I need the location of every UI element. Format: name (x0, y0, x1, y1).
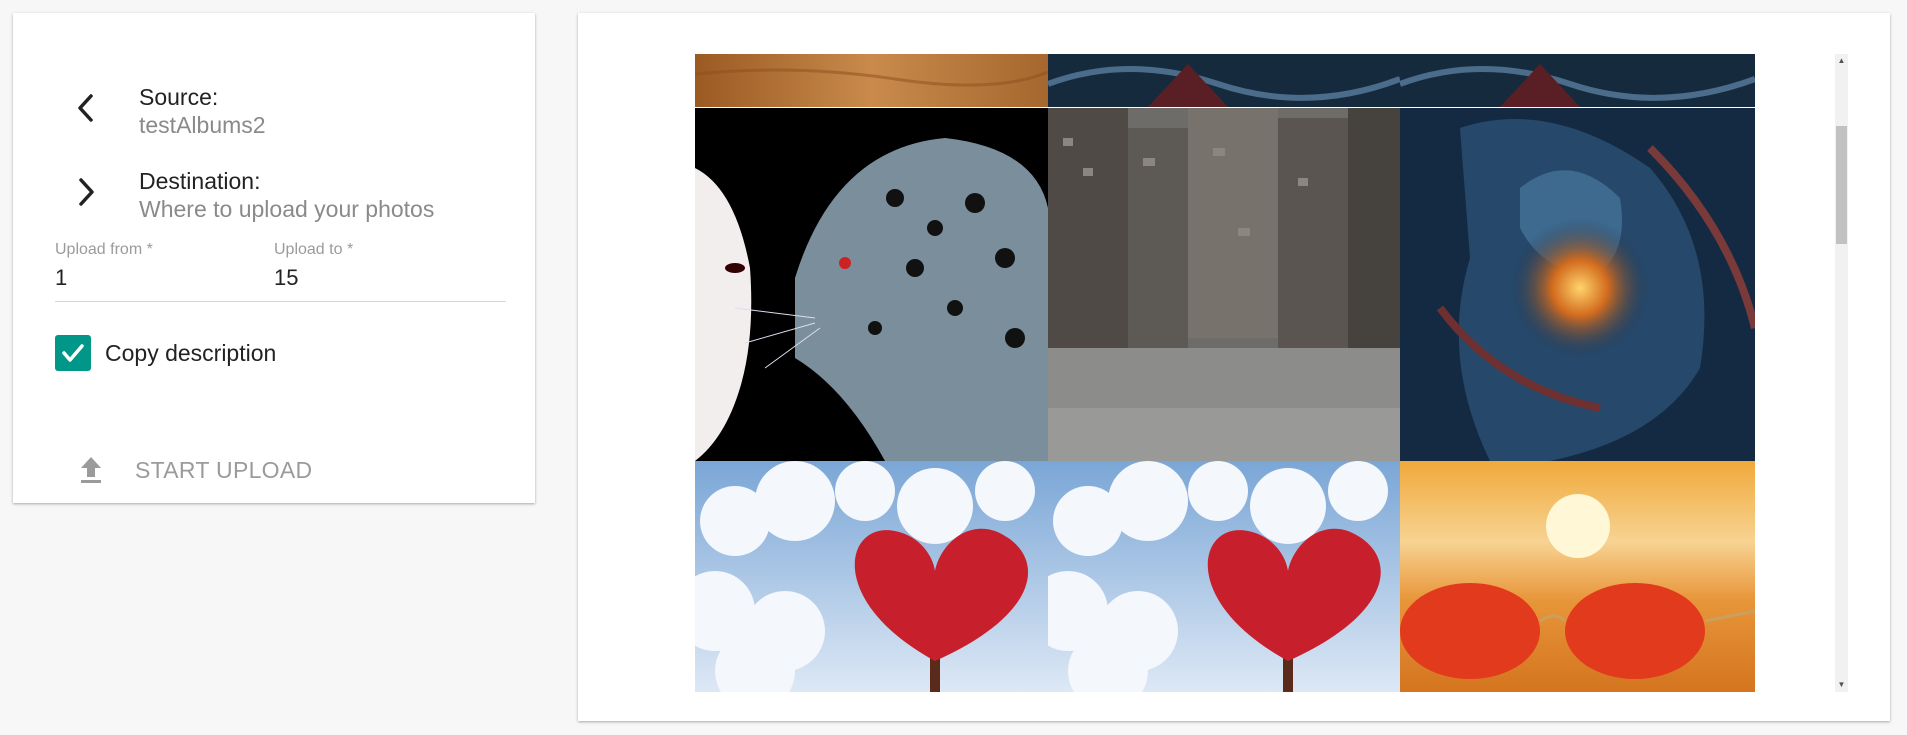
copy-description-checkbox[interactable] (55, 335, 91, 371)
destination-value: Where to upload your photos (139, 196, 435, 222)
source-title: Source: (139, 84, 219, 110)
scroll-down-icon[interactable]: ▼ (1837, 680, 1846, 689)
checkmark-icon (62, 344, 84, 362)
fields-underline (55, 301, 506, 302)
photo-fantasy-warrior[interactable] (1400, 108, 1755, 461)
photo-wood-texture[interactable] (695, 54, 1048, 107)
upload-to-field: Upload to * (274, 241, 474, 291)
copy-description-label[interactable]: Copy description (105, 340, 277, 366)
start-upload-label: START UPLOAD (135, 456, 313, 483)
upload-to-label: Upload to * (274, 241, 354, 258)
chevron-right-icon[interactable] (68, 174, 104, 210)
upload-from-label: Upload from * (55, 241, 153, 258)
photo-preview-panel: ▲ ▼ (578, 13, 1890, 721)
upload-to-input[interactable] (274, 265, 474, 291)
destination-title: Destination: (139, 168, 261, 194)
chevron-left-icon[interactable] (68, 90, 104, 126)
photo-dark-fantasy-partial[interactable] (1048, 54, 1400, 107)
photo-woman-and-leopard[interactable] (695, 108, 1048, 461)
photo-heart-tree-clouds-2[interactable] (1048, 461, 1400, 692)
destination-row[interactable]: Destination: Where to upload your photos (13, 152, 535, 222)
upload-icon (81, 457, 101, 483)
photo-heart-tree-clouds[interactable] (695, 461, 1048, 692)
scroll-up-icon[interactable]: ▲ (1837, 56, 1846, 65)
photo-sunglasses-sunset[interactable] (1400, 461, 1755, 692)
upload-from-input[interactable] (55, 265, 255, 291)
source-value: testAlbums2 (139, 112, 266, 138)
upload-from-field: Upload from * (55, 241, 255, 291)
start-upload-button[interactable]: START UPLOAD (55, 440, 355, 500)
photo-dark-fantasy-partial-2[interactable] (1400, 54, 1755, 107)
photo-grid (695, 54, 1755, 692)
photo-futuristic-city[interactable] (1048, 108, 1400, 461)
source-row[interactable]: Source: testAlbums2 (13, 68, 535, 138)
scroll-thumb[interactable] (1836, 126, 1847, 244)
upload-settings-panel: Source: testAlbums2 Destination: Where t… (13, 13, 535, 503)
vertical-scrollbar[interactable]: ▲ ▼ (1835, 54, 1848, 692)
